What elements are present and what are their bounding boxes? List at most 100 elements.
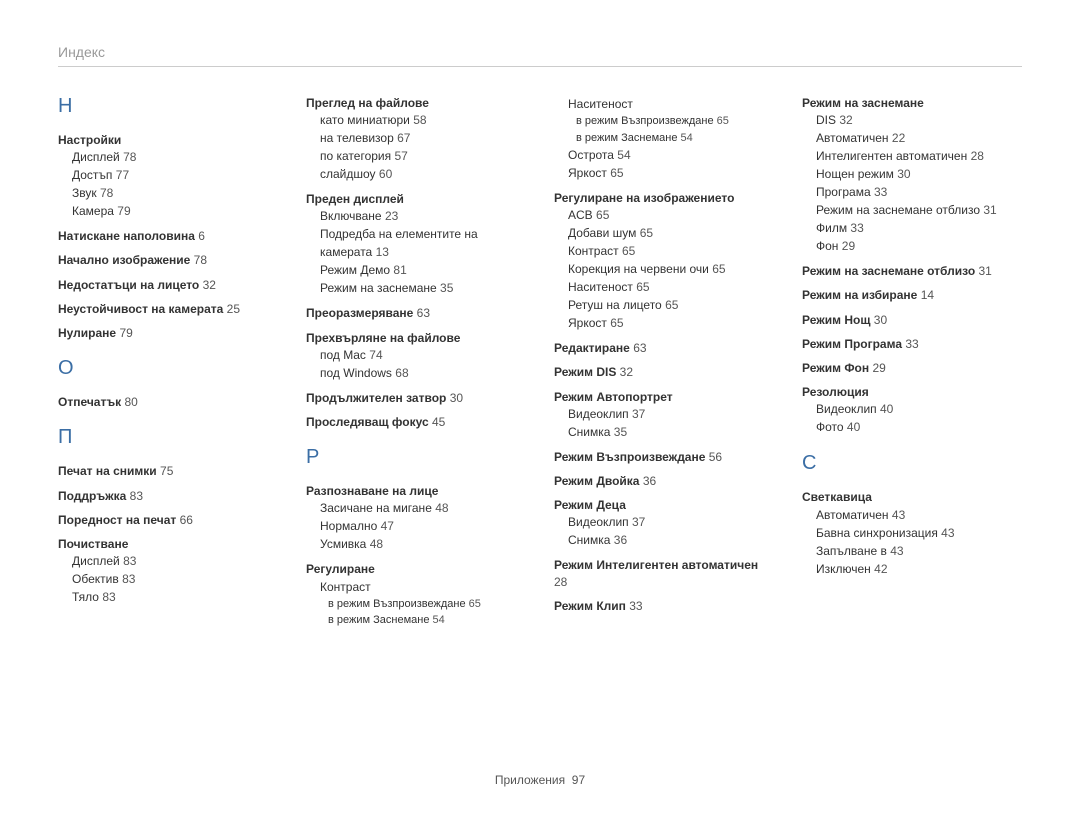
column-4: Режим на заснемане DIS 32 Автоматичен 22… — [802, 95, 1022, 637]
sub-item: Обектив 83 — [58, 570, 278, 588]
subsub-item: в режим Заснемане 54 — [306, 612, 526, 629]
entry-face-detection: Разпознаване на лице Засичане на мигане … — [306, 483, 526, 553]
sub-item: Нормално 47 — [306, 517, 526, 535]
sub-item: Автоматичен 43 — [802, 506, 1022, 524]
entry-mode-scene: Режим Фон 29 — [802, 360, 1022, 376]
sub-item: Наситеност 65 — [554, 278, 774, 296]
sub-item: Яркост 65 — [554, 314, 774, 332]
sub-item: Снимка 35 — [554, 423, 774, 441]
sub-item: Достъп 77 — [58, 166, 278, 184]
sub-item: Режим Демо 81 — [306, 261, 526, 279]
column-2: Преглед на файлове като миниатюри 58 на … — [306, 95, 526, 637]
sub-item: Видеоклип 40 — [802, 400, 1022, 418]
entry-heading: Преден дисплей — [306, 191, 526, 207]
entry-shooting-close: Режим на заснемане отблизо 31 — [802, 263, 1022, 279]
entry-mode-intelligent-auto: Режим Интелигентен автоматичен 28 — [554, 557, 774, 589]
sub-item: по категория 57 — [306, 147, 526, 165]
sub-item: Режим на заснемане отблизо 31 — [802, 201, 1022, 219]
entry-face-defects: Недостатъци на лицето 32 — [58, 277, 278, 293]
page-header: Индекс — [58, 44, 1022, 67]
sub-item: Видеоклип 37 — [554, 405, 774, 423]
sub-item: ACB 65 — [554, 206, 774, 224]
sub-item: Яркост 65 — [554, 164, 774, 182]
subsub-item: в режим Възпроизвеждане 65 — [306, 596, 526, 613]
entry-heading: Преглед на файлове — [306, 95, 526, 111]
entry-view-files: Преглед на файлове като миниатюри 58 на … — [306, 95, 526, 183]
sub-item: Усмивка 48 — [306, 535, 526, 553]
entry-long-shutter: Продължителен затвор 30 — [306, 390, 526, 406]
entry-transfer-files: Прехвърляне на файлове под Mac 74 под Wi… — [306, 330, 526, 382]
entry-imprint: Отпечатък 80 — [58, 394, 278, 410]
entry-mode-night: Режим Нощ 30 — [802, 312, 1022, 328]
entry-settings: Настройки Дисплей 78 Достъп 77 Звук 78 К… — [58, 132, 278, 220]
letter-r: Р — [306, 446, 526, 469]
entry-mode-program: Режим Програма 33 — [802, 336, 1022, 352]
letter-p: П — [58, 426, 278, 449]
entry-tracking-focus: Проследяващ фокус 45 — [306, 414, 526, 430]
entry-heading: Регулиране — [306, 561, 526, 577]
letter-o: О — [58, 357, 278, 380]
entry-edit: Редактиране 63 — [554, 340, 774, 356]
entry-cleaning: Почистване Дисплей 83 Обектив 83 Тяло 83 — [58, 536, 278, 606]
entry-resolution: Резолюция Видеоклип 40 Фото 40 — [802, 384, 1022, 436]
sub-item: Фон 29 — [802, 237, 1022, 255]
sub-item: Острота 54 — [554, 146, 774, 164]
sub-item: Контраст 65 — [554, 242, 774, 260]
sub-item: Ретуш на лицето 65 — [554, 296, 774, 314]
subsub-item: в режим Заснемане 54 — [554, 130, 774, 147]
sub-item: Дисплей 83 — [58, 552, 278, 570]
entry-heading: Режим на заснемане — [802, 95, 1022, 111]
sub-item: Видеоклип 37 — [554, 513, 774, 531]
sub-item: под Windows 68 — [306, 364, 526, 382]
sub-item: Интелигентен автоматичен 28 — [802, 147, 1022, 165]
entry-heading: Регулиране на изображението — [554, 190, 774, 206]
entry-flash: Светкавица Автоматичен 43 Бавна синхрони… — [802, 489, 1022, 577]
entry-image-adjust: Регулиране на изображението ACB 65 Добав… — [554, 190, 774, 332]
sub-item: Изключен 42 — [802, 560, 1022, 578]
column-1: Н Настройки Дисплей 78 Достъп 77 Звук 78… — [58, 95, 278, 637]
entry-half-press: Натискане наполовина 6 — [58, 228, 278, 244]
sub-item: Звук 78 — [58, 184, 278, 202]
index-columns: Н Настройки Дисплей 78 Достъп 77 Звук 78… — [58, 95, 1022, 637]
letter-h: Н — [58, 95, 278, 118]
entry-mode-couple: Режим Двойка 36 — [554, 473, 774, 489]
sub-item: Нощен режим 30 — [802, 165, 1022, 183]
sub-item: Тяло 83 — [58, 588, 278, 606]
sub-item: Запълване в 43 — [802, 542, 1022, 560]
entry-maintenance: Поддръжка 83 — [58, 488, 278, 504]
sub-item: Добави шум 65 — [554, 224, 774, 242]
sub-item: Програма 33 — [802, 183, 1022, 201]
entry-mode-dis: Режим DIS 32 — [554, 364, 774, 380]
footer-page: 97 — [572, 773, 585, 787]
entry-mode-clip: Режим Клип 33 — [554, 598, 774, 614]
entry-front-display: Преден дисплей Включване 23 Подредба на … — [306, 191, 526, 297]
sub-item: Дисплей 78 — [58, 148, 278, 166]
sub-item: Включване 23 — [306, 207, 526, 225]
entry-heading: Светкавица — [802, 489, 1022, 505]
entry-mode-kids: Режим Деца Видеоклип 37 Снимка 36 — [554, 497, 774, 549]
entry-heading: Прехвърляне на файлове — [306, 330, 526, 346]
sub-item: като миниатюри 58 — [306, 111, 526, 129]
sub-item: Автоматичен 22 — [802, 129, 1022, 147]
sub-item: Бавна синхронизация 43 — [802, 524, 1022, 542]
entry-mode-select: Режим на избиране 14 — [802, 287, 1022, 303]
sub-item: Контраст — [306, 578, 526, 596]
sub-item: Корекция на червени очи 65 — [554, 260, 774, 278]
sub-item: Камера 79 — [58, 202, 278, 220]
sub-item: Подредба на елементите на камерата 13 — [306, 225, 526, 261]
sub-item: Снимка 36 — [554, 531, 774, 549]
sub-item: Филм 33 — [802, 219, 1022, 237]
column-3: Наситеност в режим Възпроизвеждане 65 в … — [554, 95, 774, 637]
sub-item: под Mac 74 — [306, 346, 526, 364]
entry-camera-shake: Неустойчивост на камерата 25 — [58, 301, 278, 317]
entry-heading: Режим Деца — [554, 497, 774, 513]
entry-resize: Преоразмеряване 63 — [306, 305, 526, 321]
entry-adjust: Регулиране Контраст в режим Възпроизвежд… — [306, 561, 526, 628]
entry-mode-playback: Режим Възпроизвеждане 56 — [554, 449, 774, 465]
entry-shooting-mode: Режим на заснемане DIS 32 Автоматичен 22… — [802, 95, 1022, 255]
letter-s: С — [802, 452, 1022, 475]
entry-adjust-cont: Наситеност в режим Възпроизвеждане 65 в … — [554, 95, 774, 182]
sub-item: Наситеност — [554, 95, 774, 113]
page-footer: Приложения 97 — [0, 773, 1080, 787]
sub-item: Фото 40 — [802, 418, 1022, 436]
